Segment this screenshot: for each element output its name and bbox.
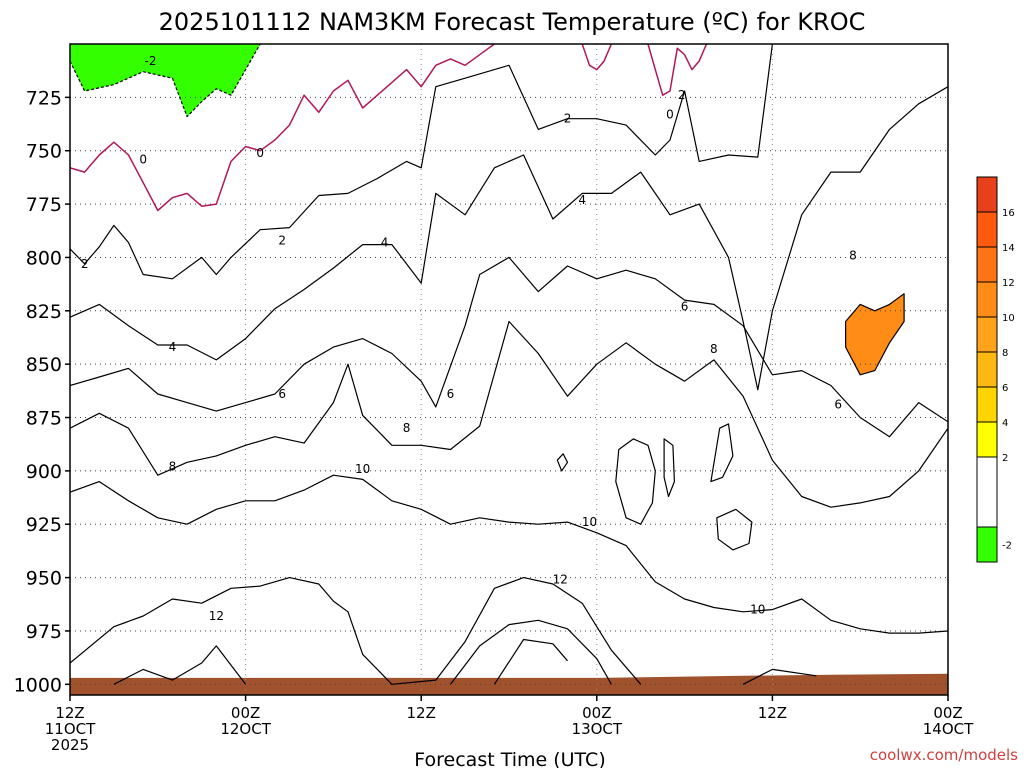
- contour-c-0-c: [647, 44, 708, 96]
- contour-label: 4: [381, 236, 389, 250]
- contour-label: 0: [256, 146, 264, 160]
- contour-label: 6: [681, 300, 689, 314]
- credit-text: coolwx.com/models: [870, 746, 1018, 764]
- x-tick-label: 11OCT: [45, 720, 96, 738]
- contour-c-4: [70, 86, 948, 391]
- colorbar-label: 16: [1002, 208, 1015, 219]
- colorbar-swatch: [976, 246, 998, 283]
- contour-label: 8: [169, 460, 177, 474]
- colorbar-swatch: [976, 421, 998, 458]
- colorbar-swatch: [976, 211, 998, 248]
- band-t-neg: [70, 44, 261, 117]
- contour-c-10: [70, 474, 948, 634]
- x-tick-label: 12Z: [407, 704, 436, 722]
- x-tick-label: 13OCT: [572, 720, 623, 738]
- x-axis-label: Forecast Time (UTC): [414, 749, 605, 768]
- contour-label: 10: [355, 462, 370, 476]
- colorbar-label: 8: [1002, 348, 1008, 359]
- x-tick-label: 14OCT: [923, 720, 974, 738]
- colorbar-swatch: [976, 456, 998, 528]
- contour-c-closed-d: [716, 508, 753, 551]
- colorbar-label: 14: [1002, 243, 1015, 254]
- colorbar-swatch: [976, 176, 998, 213]
- colorbar-label: 10: [1002, 313, 1015, 324]
- band-warm-pocket: [845, 293, 905, 375]
- contour-label: 0: [139, 152, 147, 166]
- contour-label: 2: [564, 112, 572, 126]
- y-tick-label: 925: [26, 514, 62, 536]
- contour-c-0-b: [581, 44, 613, 71]
- colorbar-label: 6: [1002, 383, 1008, 394]
- contour-c-6: [70, 256, 948, 438]
- x-tick-label: 00Z: [582, 704, 611, 722]
- contour-c-8: [70, 320, 948, 508]
- colorbar-swatch: [976, 526, 998, 563]
- colorbar-swatch: [976, 386, 998, 423]
- contour-label: 4: [169, 340, 177, 354]
- colorbar-label: 2: [1002, 453, 1008, 464]
- contour-label: 2: [678, 88, 686, 102]
- y-tick-label: 775: [26, 194, 62, 216]
- y-tick-label: 975: [26, 621, 62, 643]
- contour-label: 8: [403, 421, 411, 435]
- contour-label: 6: [278, 387, 286, 401]
- plot-frame: [69, 43, 949, 696]
- x-tick-label: 2025: [51, 736, 89, 754]
- contour-c-14-c: [742, 668, 817, 685]
- contour-label: 8: [710, 342, 718, 356]
- x-tick-label: 00Z: [231, 704, 260, 722]
- contour-c-closed-b: [663, 438, 676, 498]
- x-tick-label: 12OCT: [220, 720, 271, 738]
- contour-c-closed-warm: [844, 293, 905, 376]
- chart-title: 2025101112 NAM3KM Forecast Temperature (…: [159, 8, 866, 36]
- y-tick-label: 850: [26, 354, 62, 376]
- x-tick-label: 00Z: [933, 704, 962, 722]
- contour-label: 6: [834, 398, 842, 412]
- y-tick-label: 750: [26, 141, 62, 163]
- y-tick-label: 900: [26, 461, 62, 483]
- contour-label: 4: [578, 193, 586, 207]
- x-tick-label: 12Z: [758, 704, 787, 722]
- y-tick-label: 800: [26, 247, 62, 269]
- contour-label: 6: [447, 387, 455, 401]
- contour-c-14-b: [450, 619, 612, 685]
- x-tick-label: 12Z: [55, 704, 84, 722]
- contour-c-neg2: [70, 44, 261, 118]
- contour-label: 12: [553, 573, 568, 587]
- y-tick-label: 725: [26, 87, 62, 109]
- contour-c-closed-c: [710, 423, 734, 483]
- contour-label: 12: [209, 609, 224, 623]
- contour-label: 10: [750, 603, 765, 617]
- colorbar-label: -2: [1002, 541, 1012, 552]
- contour-c-closed-e: [556, 453, 569, 472]
- contour-label: 8: [849, 248, 857, 262]
- contour-c-closed-a: [615, 438, 656, 525]
- ground-shading: [70, 673, 948, 695]
- colorbar: 16 14 12 10 8 6 4 2 -2: [976, 176, 1015, 563]
- y-tick-label: 950: [26, 568, 62, 590]
- contour-label: 2: [278, 233, 286, 247]
- y-tick-label: 825: [26, 301, 62, 323]
- contour-label: 2: [81, 257, 89, 271]
- contour-label: 0: [666, 107, 674, 121]
- contour-c-12: [70, 576, 642, 685]
- colorbar-label: 12: [1002, 278, 1015, 289]
- y-tick-label: 1000: [14, 674, 62, 696]
- contour-c-2: [70, 44, 773, 280]
- y-tick-label: 875: [26, 408, 62, 430]
- band-t-2: [70, 44, 948, 689]
- colorbar-label: 4: [1002, 418, 1008, 429]
- contour-c-16: [493, 638, 568, 685]
- colorbar-swatch: [976, 281, 998, 318]
- contour-c-14-a: [113, 645, 247, 685]
- contour-label: -2: [144, 54, 156, 68]
- contour-c-0-a: [70, 44, 495, 212]
- colorbar-swatch: [976, 316, 998, 353]
- contour-label: 10: [582, 515, 597, 529]
- colorbar-swatch: [976, 351, 998, 388]
